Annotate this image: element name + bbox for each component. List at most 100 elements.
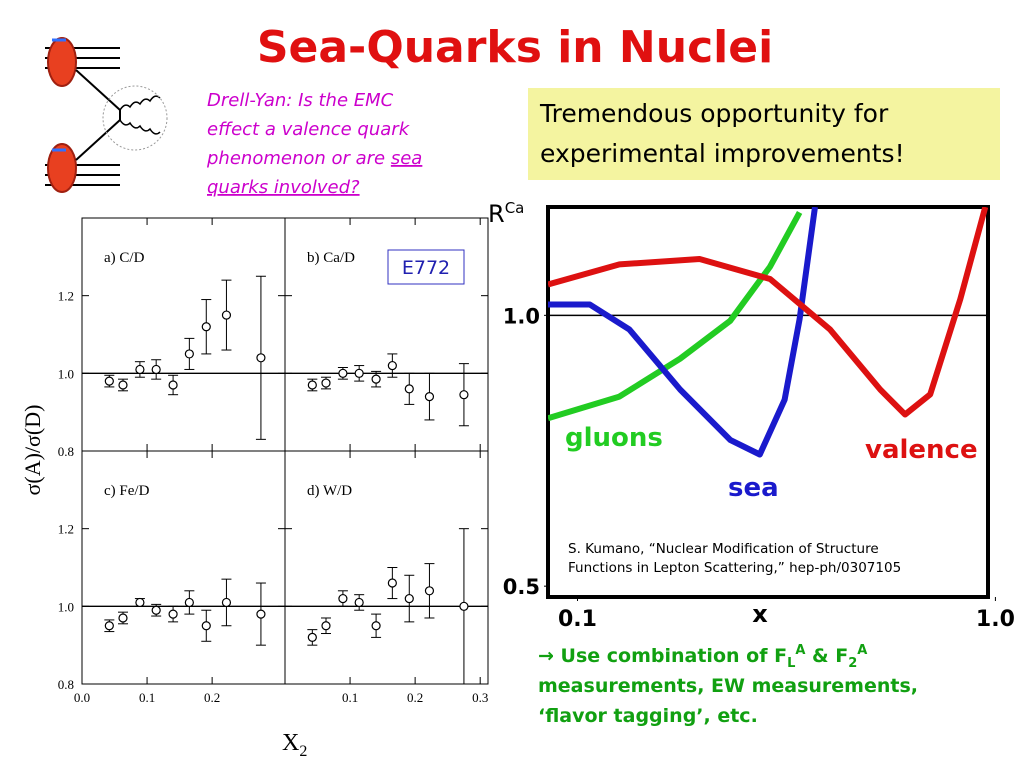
data-point (371, 621, 381, 631)
citation-line: S. Kumano, “Nuclear Modification of Stru… (568, 541, 879, 557)
panel-label: c) Fe/D (104, 483, 150, 499)
data-point (104, 621, 114, 631)
data-point (338, 368, 348, 378)
citation-line: Functions in Lepton Scattering,” hep-ph/… (568, 560, 901, 576)
y-tick-label: 0.8 (58, 677, 74, 692)
data-point (184, 597, 194, 608)
data-point (135, 597, 145, 608)
curve (548, 210, 803, 422)
curve (548, 207, 818, 458)
data-point (151, 364, 161, 375)
note-line: phenomenon or are sea (206, 148, 422, 169)
x-axis-label-main: X (282, 730, 299, 756)
left-plot: 0.8 1.0 1.2 a) C/D b) Ca/D 0.8 1.0 1.2 0.0 0.1 0.2… (20, 217, 489, 760)
x-tick-label: 0.1 (558, 607, 597, 632)
y-tick-label: 1.0 (58, 599, 74, 614)
x-tick-label: 0.1 (342, 690, 358, 705)
x-tick-label: 0.0 (74, 690, 90, 705)
note: Drell-Yan: Is the EMC effect a valence q… (206, 90, 422, 198)
x-tick-label: 1.0 (976, 607, 1015, 632)
data-point (387, 360, 397, 371)
feynman-diagram (45, 37, 168, 193)
curve-label: valence (865, 435, 978, 465)
data-point (168, 609, 178, 619)
data-point (321, 621, 331, 631)
note-line: effect a valence quark (207, 119, 411, 140)
data-point (221, 310, 232, 320)
panel-label: d) W/D (307, 483, 352, 499)
y-tick-label: 0.5 (503, 575, 540, 599)
bullet-line: ‘flavor tagging’, etc. (538, 705, 758, 727)
data-point (118, 380, 128, 390)
panel-frame (284, 450, 489, 685)
panel-label: a) C/D (104, 250, 145, 266)
note-underlined: quarks involved? (207, 177, 360, 198)
data-point (168, 380, 178, 390)
bullet: → Use combination of FLA & F2A measureme… (538, 643, 918, 727)
bullet-line: measurements, EW measurements, (538, 675, 918, 697)
subscript: 2 (848, 656, 857, 671)
note-line: Drell-Yan: Is the EMC (207, 90, 394, 111)
data-point (256, 353, 266, 363)
data-point (387, 578, 397, 588)
slide-title: Sea-Quarks in Nuclei (257, 22, 773, 73)
y-tick-label: 1.0 (58, 366, 74, 381)
data-point (307, 632, 317, 643)
superscript: A (795, 643, 805, 658)
data-point (184, 349, 194, 359)
x-tick-label: 0.2 (204, 690, 220, 705)
curve-label: sea (728, 473, 779, 503)
y-axis-label-main: R (488, 200, 505, 228)
data-point (354, 597, 364, 608)
panel-label: b) Ca/D (307, 250, 355, 266)
badge-frame (387, 249, 465, 285)
highlight-line: Tremendous opportunity for (539, 99, 889, 128)
data-point (256, 609, 266, 619)
data-point (404, 384, 414, 394)
note-text: phenomenon or are (206, 148, 391, 169)
highlight-line: experimental improvements! (540, 139, 905, 168)
x-axis-label-sub: 2 (299, 743, 307, 760)
right-plot: 0.5 1.0 0.1 1.0 x RCa gluons sea valence S. Kuman… (488, 199, 1015, 632)
y-tick-label: 1.2 (58, 289, 74, 304)
y-tick-label: 1.0 (503, 304, 540, 328)
data-point (459, 601, 469, 611)
y-tick-label: 0.8 (58, 444, 74, 459)
data-point (338, 593, 348, 604)
data-point (424, 392, 435, 402)
data-point (201, 322, 211, 332)
bullet-text: & F (805, 645, 848, 667)
subscript: L (787, 656, 795, 671)
data-point (321, 378, 331, 388)
data-point (354, 368, 364, 378)
bullet-line: → Use combination of FLA & F2A (538, 643, 867, 671)
highlight-box (528, 88, 1000, 180)
curve (548, 207, 988, 418)
x-axis-label: X2 (282, 730, 307, 760)
x-tick-label: 0.2 (407, 690, 423, 705)
y-axis-label-sup: Ca (505, 199, 525, 217)
data-point (104, 376, 114, 386)
superscript: A (857, 643, 867, 658)
data-point (424, 586, 435, 596)
x-tick-label: 0.3 (472, 690, 488, 705)
data-point (201, 621, 211, 631)
data-point (404, 593, 414, 604)
x-tick-label: 0.1 (139, 690, 155, 705)
data-point (307, 380, 317, 390)
data-point (371, 374, 381, 384)
data-point (221, 597, 232, 608)
note-underlined: sea (391, 148, 422, 169)
data-point (151, 605, 161, 615)
citation-box (560, 535, 968, 581)
y-axis-label: σ(A)/σ(D) (20, 405, 45, 496)
y-axis-label: RCa (488, 199, 524, 228)
y-tick-label: 1.2 (58, 522, 74, 537)
data-point (459, 390, 469, 400)
badge: E772 (402, 257, 450, 279)
x-axis-label: x (752, 600, 768, 628)
data-point (118, 613, 128, 623)
curve-label: gluons (565, 423, 663, 453)
data-point (135, 364, 145, 375)
